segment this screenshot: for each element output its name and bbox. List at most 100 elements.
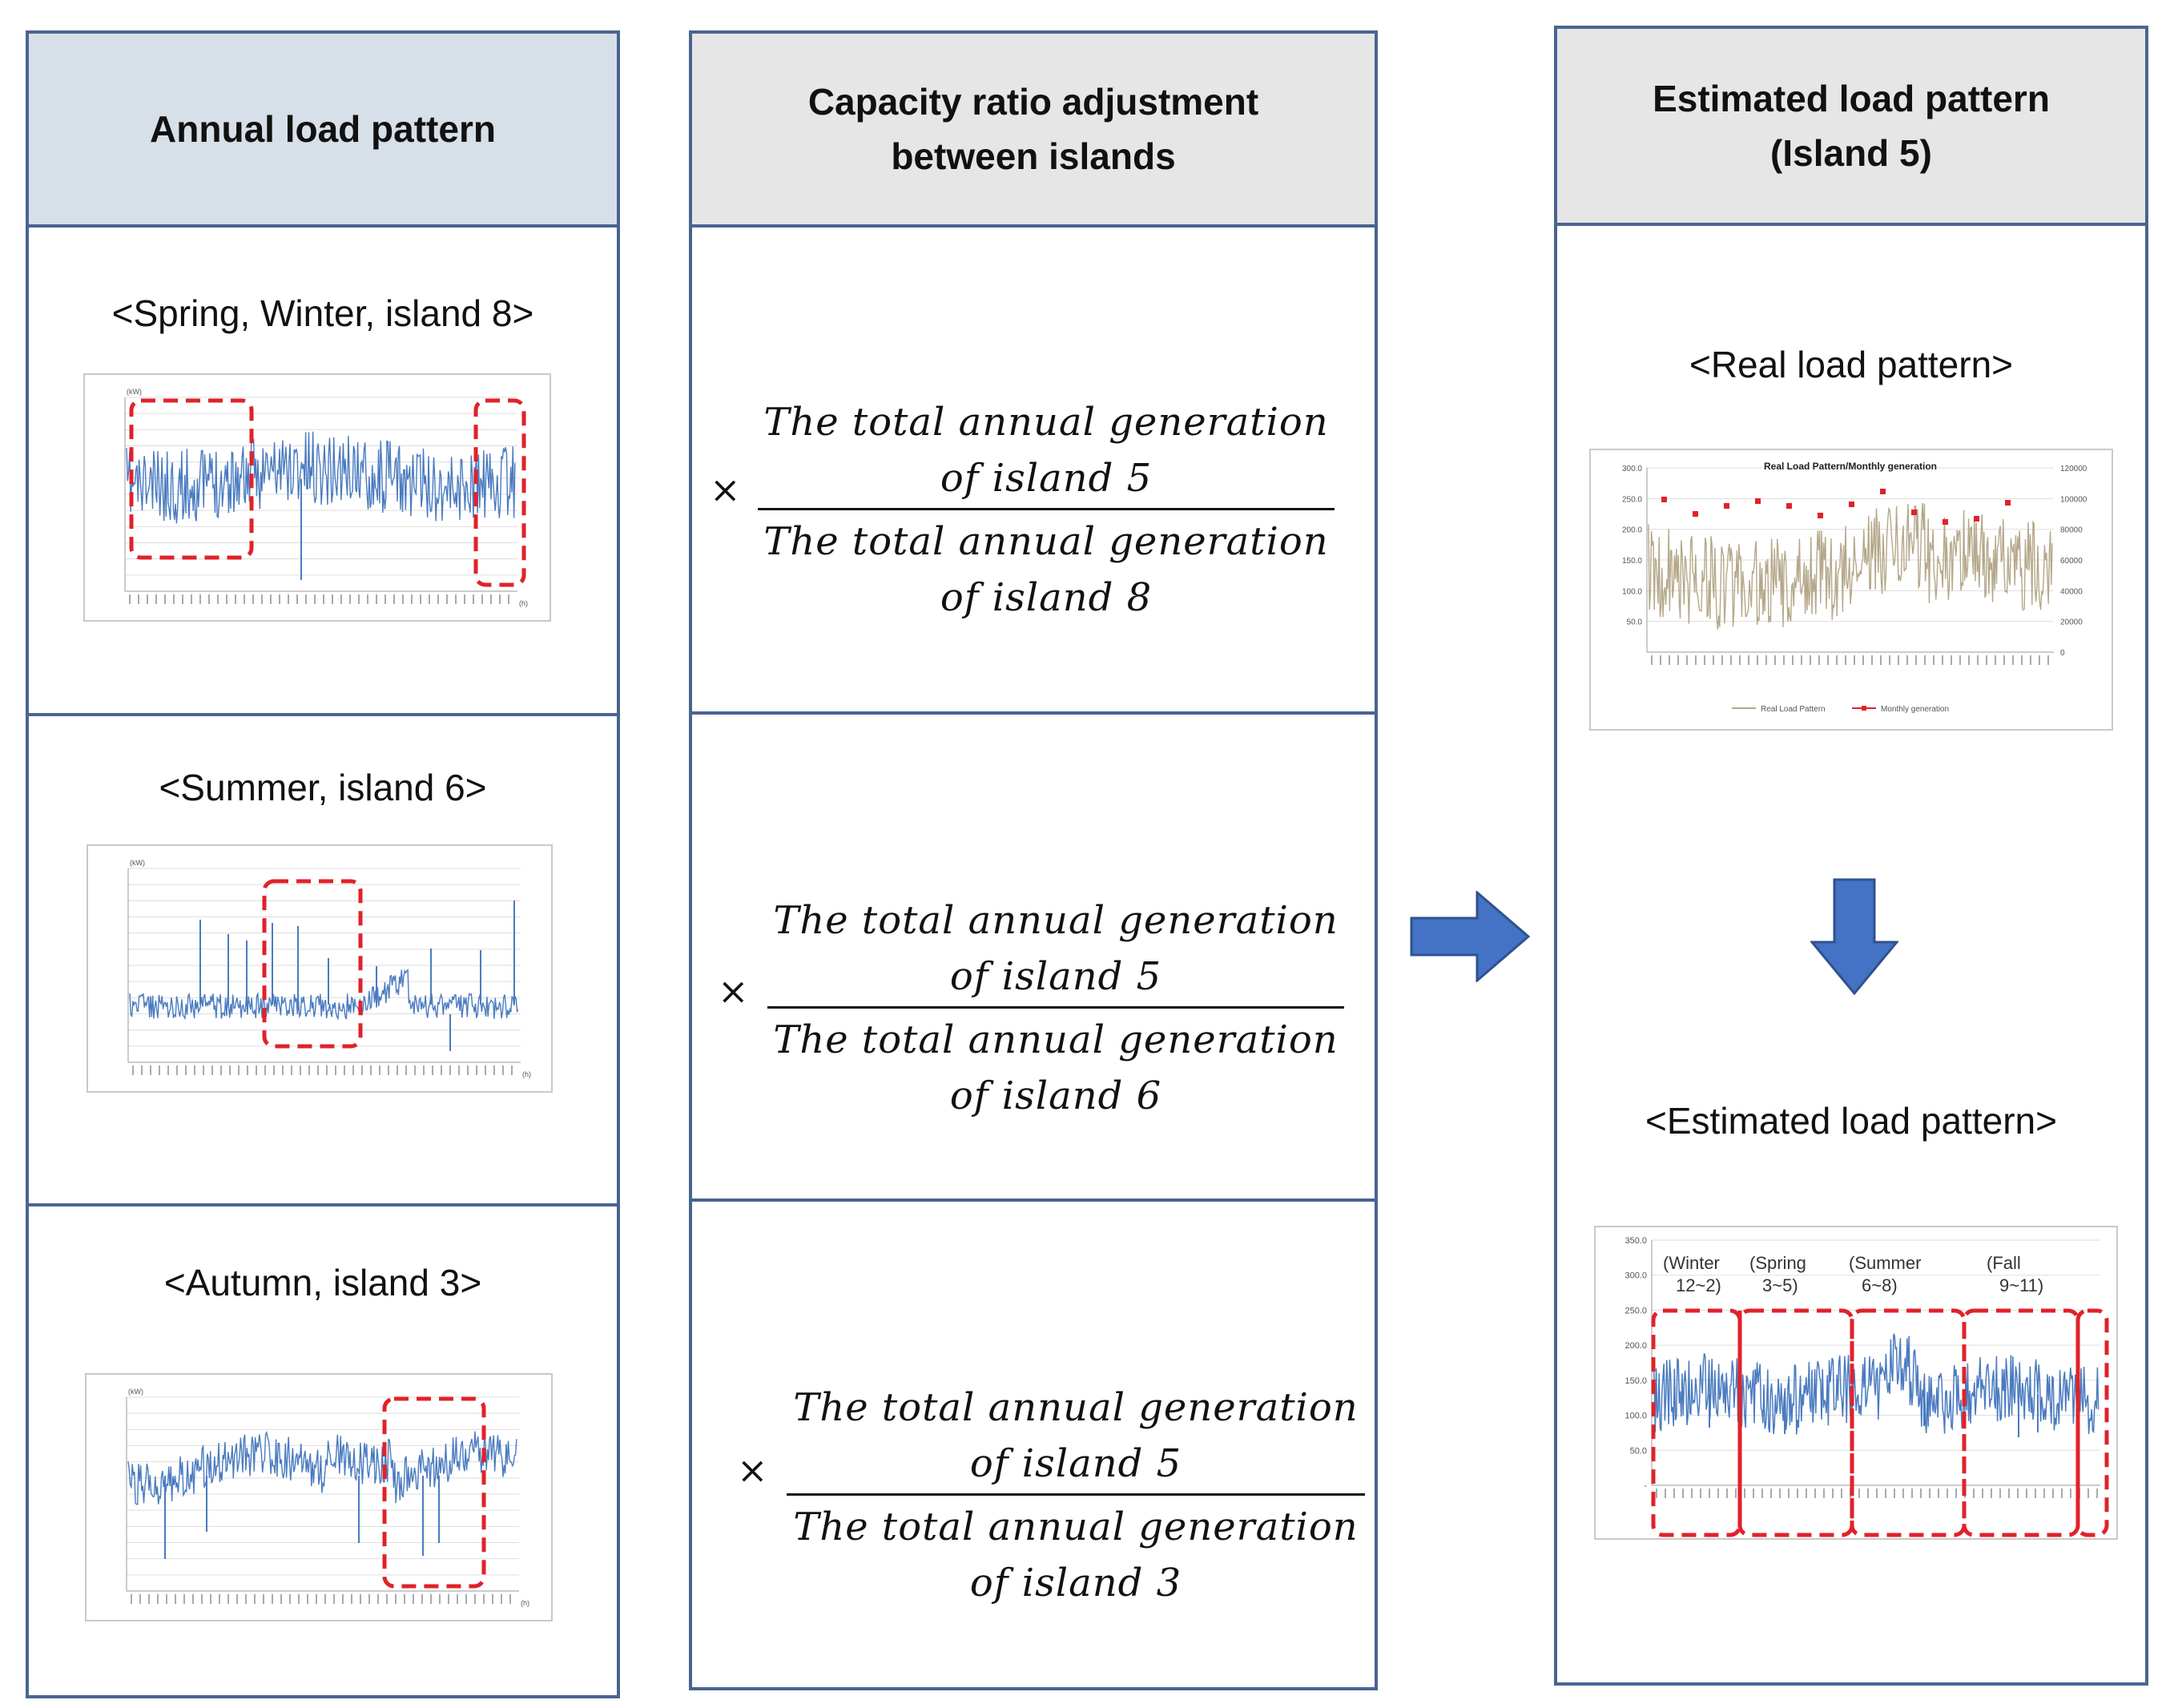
ratio-title-line1: Capacity ratio adjustment [807,81,1259,123]
monthly-generation-marker [1724,503,1729,509]
ratio-cell-2: × The total annual generation of island … [692,715,1375,1202]
season-label-line2: 3~5) [1762,1275,1798,1295]
highlight-box-spring [129,398,254,560]
fraction: The total annual generation of island 5 … [787,1380,1365,1611]
ratio-cell-1: × The total annual generation of island … [692,228,1375,715]
formula-island-3: × The total annual generation of island … [692,1202,1375,1687]
season-label-line1: (Summer [1849,1253,1921,1273]
numerator-line2: of island 5 [949,954,1162,999]
monthly-generation-marker [2005,500,2011,506]
denominator-line1: The total annual generation [793,1505,1359,1549]
y2-tick-label: 80000 [2060,526,2083,535]
annual-load-pattern-panel: Annual load pattern <Spring, Winter, isl… [26,30,620,1698]
monthly-generation-marker [1661,497,1667,502]
load-series-line [129,969,519,1021]
fraction-bar [767,1006,1344,1009]
load-series-line [126,431,516,524]
season-label-line2: 12~2) [1676,1275,1721,1295]
fraction: The total annual generation of island 5 … [767,892,1344,1124]
season-label-line1: (Spring [1749,1253,1806,1273]
season-highlight-box [1962,1308,2080,1537]
y2-tick-label: 100000 [2060,495,2087,504]
annual-cell-summer: <Summer, island 6> (kW) (h) [29,716,617,1206]
y-tick-label: 50.0 [1627,618,1643,627]
season-label-line1: (Fall [1987,1253,2021,1273]
numerator-line1: The total annual generation [763,400,1329,445]
estimated-title-line2: (Island 5) [1770,132,1932,174]
y-unit-label: (kW) [127,388,142,396]
legend-monthly-marker [1862,706,1866,711]
chart-spring-winter-island-8: (kW) (h) [83,373,551,622]
numerator-line1: The total annual generation [793,1385,1359,1430]
chart-real-load-pattern: 300.0 250.0 200.0 150.0 100.0 50.0 120000 10000… [1589,449,2113,731]
estimated-load-series-line [1653,1333,2100,1435]
y2-tick-label: 20000 [2060,618,2083,627]
highlight-box-autumn [382,1396,486,1589]
highlight-box-summer [262,879,363,1049]
real-load-series-line [1648,502,2053,630]
chart-autumn-island-3: (kW) (h) [85,1373,553,1621]
annual-cell-autumn: <Autumn, island 3> (kW) (h) [29,1206,617,1695]
monthly-generation-marker [1880,489,1886,494]
monthly-generation-marker [1911,510,1917,515]
right-arrow-icon [1410,891,1530,982]
fraction-bar [758,508,1335,510]
season-label-line2: 6~8) [1862,1275,1898,1295]
formula-island-8: × The total annual generation of island … [692,228,1375,711]
y2-tick-label: 40000 [2060,587,2083,596]
season-highlight-box [1850,1308,1967,1537]
highlight-box-winter [473,398,526,587]
times-symbol: × [718,969,749,1013]
monthly-generation-marker [1755,498,1761,504]
ratio-title-line2: between islands [891,135,1176,177]
numerator-line1: The total annual generation [773,898,1339,943]
annual-title: Annual load pattern [150,108,496,150]
ratio-cell-3: × The total annual generation of island … [692,1202,1375,1687]
y-tick-label: 300.0 [1622,465,1642,473]
monthly-generation-marker [1974,516,1979,522]
annual-header: Annual load pattern [29,34,617,228]
y-unit-label: (kW) [128,1388,143,1396]
y-tick-label: 100.0 [1624,1412,1647,1421]
denominator-line1: The total annual generation [773,1017,1339,1062]
annual-cell-spring-winter: <Spring, Winter, island 8> (kW) (h) [29,228,617,716]
monthly-generation-marker [1693,511,1698,517]
y-tick-label: 250.0 [1622,495,1642,504]
y2-tick-label: 0 [2060,649,2065,658]
estimated-header: Estimated load pattern (Island 5) [1557,29,2145,226]
season-label-line1: (Winter [1663,1253,1720,1273]
denominator-line1: The total annual generation [763,519,1329,564]
estimated-title-line1: Estimated load pattern [1653,78,2050,119]
capacity-ratio-panel: Capacity ratio adjustment between island… [689,30,1378,1690]
annual-caption-1: <Spring, Winter, island 8> [111,292,534,334]
numerator-line2: of island 5 [940,456,1153,501]
annual-caption-3: <Autumn, island 3> [163,1262,482,1303]
ratio-header: Capacity ratio adjustment between island… [692,34,1375,228]
y-tick-label: 350.0 [1624,1236,1647,1246]
y2-tick-label: 60000 [2060,557,2083,566]
formula-island-6: × The total annual generation of island … [692,715,1375,1198]
legend-series-label: Real Load Pattern [1761,705,1826,714]
y-tick-label: 150.0 [1624,1376,1647,1386]
estimated-load-pattern-panel: Estimated load pattern (Island 5) <Real … [1554,26,2148,1686]
times-symbol: × [737,1448,768,1492]
chart-estimated-load-pattern: 350.0 300.0 250.0 200.0 150.0 100.0 50.0 - (Wint… [1594,1226,2118,1540]
x-unit-label: (h) [521,1599,529,1607]
down-arrow-icon [1810,878,1898,995]
load-series-line [127,1431,517,1505]
monthly-generation-marker [1818,513,1823,518]
y-tick-label: - [1644,1481,1647,1491]
chart-summer-island-6: (kW) (h) [87,844,553,1093]
y-tick-label: 200.0 [1622,526,1642,535]
real-load-caption: <Real load pattern> [1689,344,2014,385]
monthly-generation-marker [1849,502,1854,507]
y-unit-label: (kW) [130,859,145,867]
denominator-line2: of island 8 [940,575,1153,620]
season-highlight-box [1651,1308,1742,1537]
denominator-line2: of island 3 [969,1561,1182,1605]
numerator-line2: of island 5 [969,1441,1182,1486]
legend-monthly-label: Monthly generation [1881,705,1949,714]
x-unit-label: (h) [519,599,528,607]
chart-title: Real Load Pattern/Monthly generation [1764,461,1937,472]
denominator-line2: of island 6 [949,1074,1162,1118]
